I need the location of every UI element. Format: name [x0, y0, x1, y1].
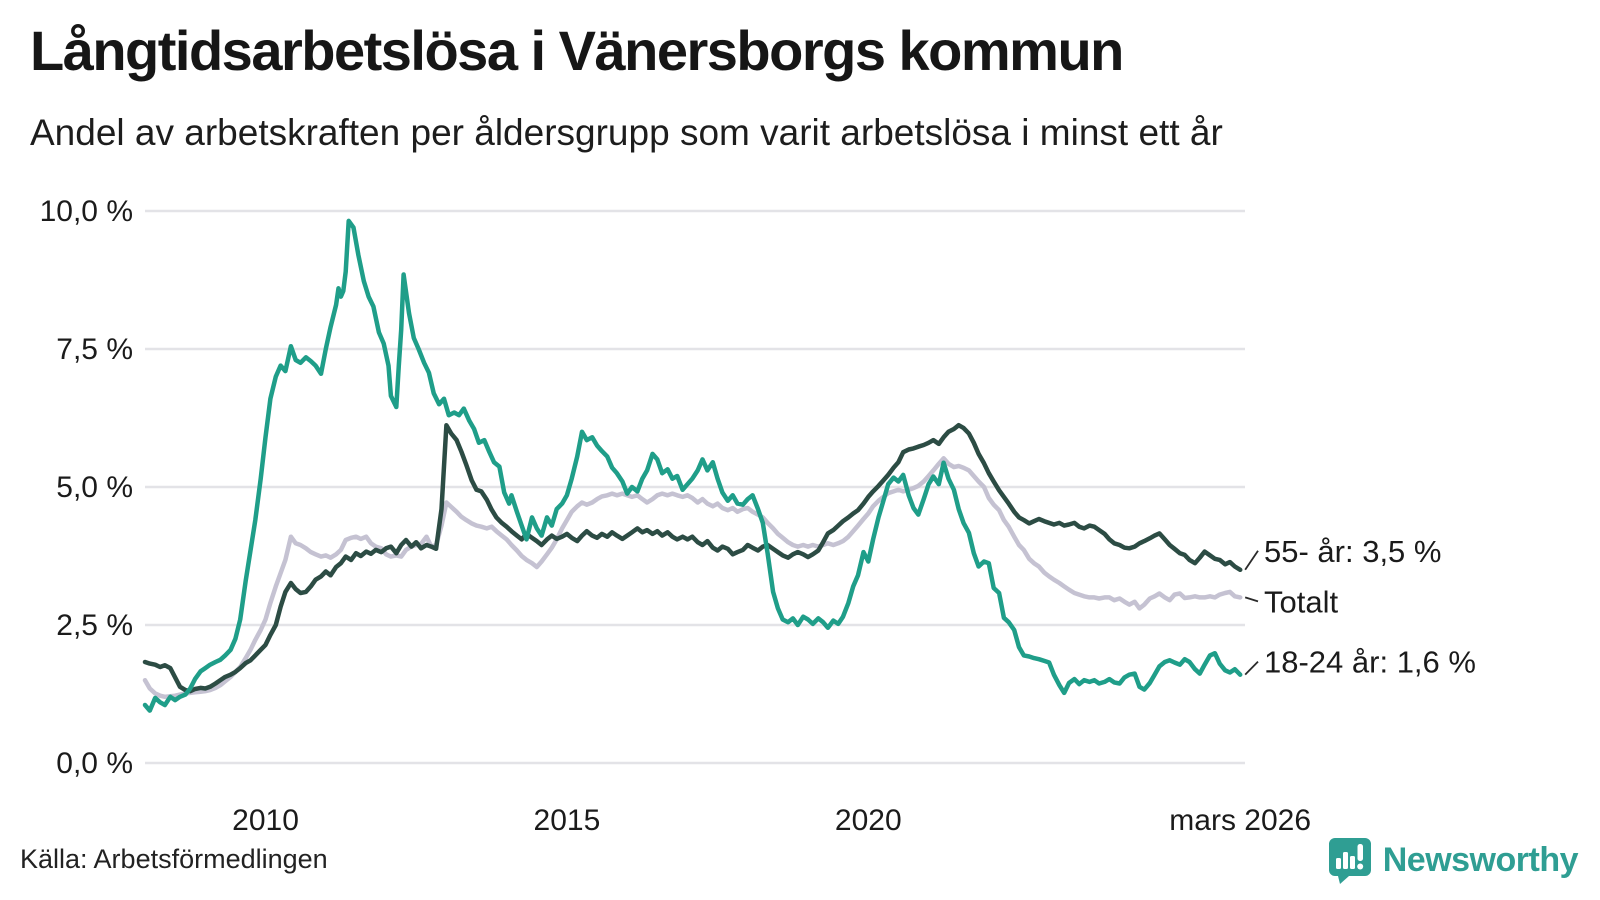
- series-line-55--år: [142, 422, 1243, 694]
- page-title: Långtidsarbetslösa i Vänersborgs kommun: [30, 19, 1124, 82]
- bar-chart-speech-bubble-icon: [1328, 838, 1371, 884]
- y-axis-tick-label: 0,0 %: [56, 747, 133, 780]
- label-connector-55--år: [1244, 550, 1259, 571]
- y-axis-tick-label: 5,0 %: [56, 471, 133, 504]
- series-end-label-18-24-år: 18-24 år: 1,6 %: [1264, 645, 1476, 680]
- label-connector-totalt: [1244, 596, 1259, 603]
- y-axis-tick-label: 7,5 %: [56, 333, 133, 366]
- series-end-label-55--år: 55- år: 3,5 %: [1264, 534, 1441, 569]
- y-axis-tick-label: 2,5 %: [56, 609, 133, 642]
- x-axis-tick-label: mars 2026: [1169, 804, 1311, 837]
- series-line-totalt: [142, 456, 1243, 700]
- brand-name: Newsworthy: [1382, 840, 1579, 879]
- series-line-18-24-år: [142, 218, 1243, 713]
- source-note: Källa: Arbetsförmedlingen: [20, 844, 328, 874]
- x-axis-tick-label: 2010: [232, 804, 299, 837]
- y-axis-tick-label: 10,0 %: [40, 195, 133, 228]
- x-axis-tick-label: 2015: [534, 804, 601, 837]
- page-subtitle: Andel av arbetskraften per åldersgrupp s…: [30, 112, 1223, 153]
- series-end-label-totalt: Totalt: [1264, 584, 1338, 619]
- label-connector-18-24-år: [1244, 661, 1259, 676]
- brand-logo: Newsworthy: [1327, 836, 1579, 884]
- x-axis-tick-label: 2020: [835, 804, 902, 837]
